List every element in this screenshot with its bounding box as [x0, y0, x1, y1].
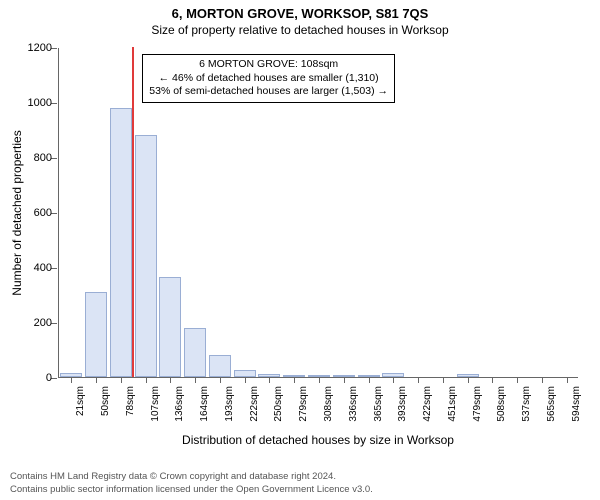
x-tick [269, 378, 270, 383]
x-tick [517, 378, 518, 383]
x-tick [121, 378, 122, 383]
footer-line2: Contains public sector information licen… [10, 484, 373, 496]
x-tick-label: 508sqm [496, 386, 507, 430]
bar [382, 373, 404, 377]
x-tick-label: 365sqm [373, 386, 384, 430]
y-tick-label: 200 [12, 317, 52, 329]
bar [308, 375, 330, 377]
x-tick [294, 378, 295, 383]
reference-line [132, 47, 134, 377]
x-tick-label: 336sqm [348, 386, 359, 430]
y-tick-label: 800 [12, 152, 52, 164]
x-axis-label: Distribution of detached houses by size … [58, 433, 578, 447]
x-tick-label: 537sqm [521, 386, 532, 430]
x-tick-label: 193sqm [224, 386, 235, 430]
x-tick [344, 378, 345, 383]
bar [234, 370, 256, 377]
chart-container: 6, MORTON GROVE, WORKSOP, S81 7QS Size o… [0, 0, 600, 500]
bar [209, 355, 231, 377]
bar [283, 375, 305, 377]
annotation-line1: 6 MORTON GROVE: 108sqm [149, 58, 388, 72]
x-tick-label: 393sqm [397, 386, 408, 430]
x-tick [369, 378, 370, 383]
x-tick [567, 378, 568, 383]
bar [333, 375, 355, 377]
x-tick-label: 279sqm [298, 386, 309, 430]
x-tick-label: 308sqm [323, 386, 334, 430]
page-subtitle: Size of property relative to detached ho… [0, 23, 600, 37]
y-tick-label: 600 [12, 207, 52, 219]
y-tick-label: 400 [12, 262, 52, 274]
x-tick [96, 378, 97, 383]
x-tick-label: 136sqm [174, 386, 185, 430]
bar [358, 375, 380, 377]
x-tick [393, 378, 394, 383]
bar [258, 374, 280, 377]
bar [135, 135, 157, 377]
bar [457, 374, 479, 377]
x-tick [71, 378, 72, 383]
footer-line1: Contains HM Land Registry data © Crown c… [10, 471, 373, 483]
annotation-box: 6 MORTON GROVE: 108sqm ← 46% of detached… [142, 54, 395, 103]
x-tick-label: 21sqm [75, 386, 86, 430]
x-tick-label: 594sqm [571, 386, 582, 430]
x-tick [146, 378, 147, 383]
y-tick-label: 1000 [12, 97, 52, 109]
x-tick-label: 222sqm [249, 386, 260, 430]
bar [60, 373, 82, 377]
x-tick [542, 378, 543, 383]
x-tick-label: 107sqm [150, 386, 161, 430]
annotation-line2: ← 46% of detached houses are smaller (1,… [149, 72, 388, 86]
bar [159, 277, 181, 377]
x-tick [195, 378, 196, 383]
x-tick-label: 250sqm [273, 386, 284, 430]
x-tick [492, 378, 493, 383]
x-tick [418, 378, 419, 383]
x-tick [220, 378, 221, 383]
bar [110, 108, 132, 378]
bar [85, 292, 107, 377]
x-tick [245, 378, 246, 383]
footer: Contains HM Land Registry data © Crown c… [10, 471, 373, 496]
y-tick-label: 1200 [12, 42, 52, 54]
y-tick-label: 0 [12, 372, 52, 384]
x-tick-label: 78sqm [125, 386, 136, 430]
x-tick-label: 565sqm [546, 386, 557, 430]
x-tick [468, 378, 469, 383]
bar [184, 328, 206, 377]
page-title: 6, MORTON GROVE, WORKSOP, S81 7QS [0, 0, 600, 21]
x-tick-label: 451sqm [447, 386, 458, 430]
x-tick-label: 164sqm [199, 386, 210, 430]
x-tick-label: 422sqm [422, 386, 433, 430]
x-tick-label: 50sqm [100, 386, 111, 430]
x-tick [170, 378, 171, 383]
x-tick-label: 479sqm [472, 386, 483, 430]
annotation-line3: 53% of semi-detached houses are larger (… [149, 85, 388, 99]
x-tick [443, 378, 444, 383]
x-tick [319, 378, 320, 383]
chart-area: Number of detached properties 0200400600… [58, 48, 578, 406]
